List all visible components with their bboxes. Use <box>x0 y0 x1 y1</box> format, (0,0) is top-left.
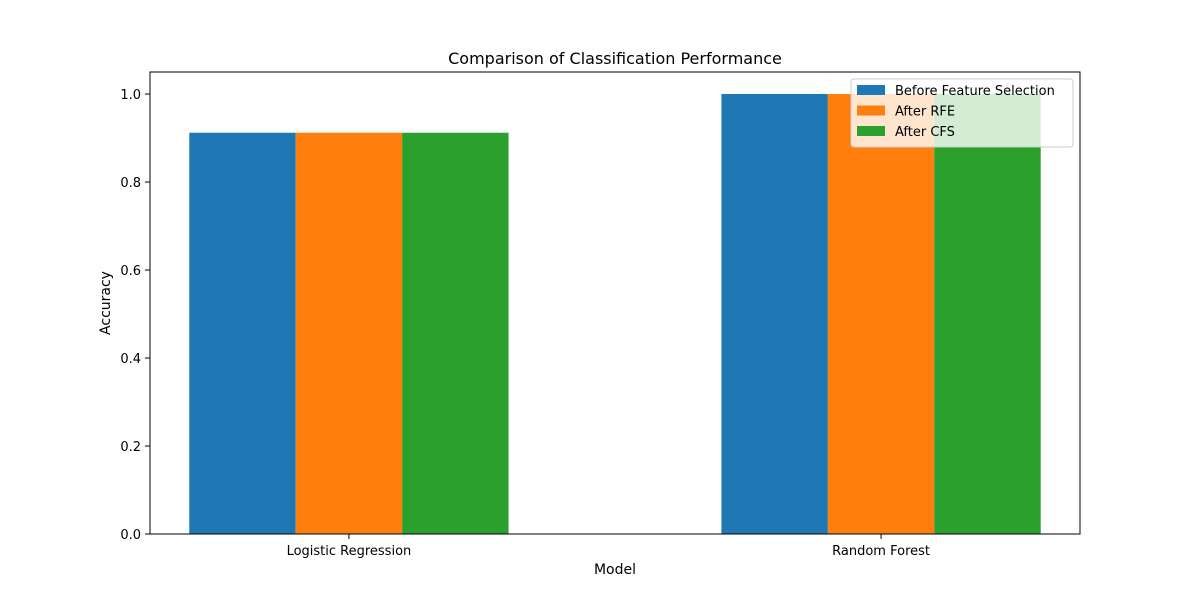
y-axis: 0.0 0.2 0.4 0.6 0.8 1.0 <box>120 88 150 543</box>
legend: Before Feature Selection After RFE After C… <box>850 78 1074 148</box>
legend-swatch <box>857 126 885 136</box>
y-axis-label: Accuracy <box>98 271 114 335</box>
chart-title: Comparison of Classification Performance <box>448 49 782 68</box>
bar-before-feature-selection-0 <box>189 132 296 534</box>
bar-after-cfs-1 <box>934 94 1041 534</box>
x-tick-label: Logistic Regression <box>287 544 412 559</box>
y-tick-label: 0.6 <box>120 264 141 279</box>
legend-entry-label: After CFS <box>895 125 955 140</box>
bar-after-rfe-0 <box>295 132 403 534</box>
bar-after-rfe-1 <box>827 94 935 534</box>
legend-box <box>850 78 1074 148</box>
plot-frame <box>149 71 1081 535</box>
x-axis-label: Model <box>594 562 636 578</box>
bar-after-cfs-0 <box>402 132 509 534</box>
y-tick-label: 0.2 <box>120 440 141 455</box>
y-tick-label: 0.4 <box>120 352 141 367</box>
y-tick-label: 1.0 <box>120 88 141 103</box>
y-tick-label: 0.0 <box>120 528 141 543</box>
legend-swatch <box>857 105 885 116</box>
legend-entry-label: After RFE <box>895 105 955 120</box>
bars-layer <box>189 94 1041 534</box>
legend-entry-label: Before Feature Selection <box>895 84 1055 99</box>
legend-swatch <box>857 85 885 95</box>
bar-before-feature-selection-1 <box>721 94 828 534</box>
y-tick-label: 0.8 <box>120 176 141 191</box>
x-axis: Logistic Regression Random Forest <box>287 534 930 559</box>
x-tick-label: Random Forest <box>832 544 930 559</box>
